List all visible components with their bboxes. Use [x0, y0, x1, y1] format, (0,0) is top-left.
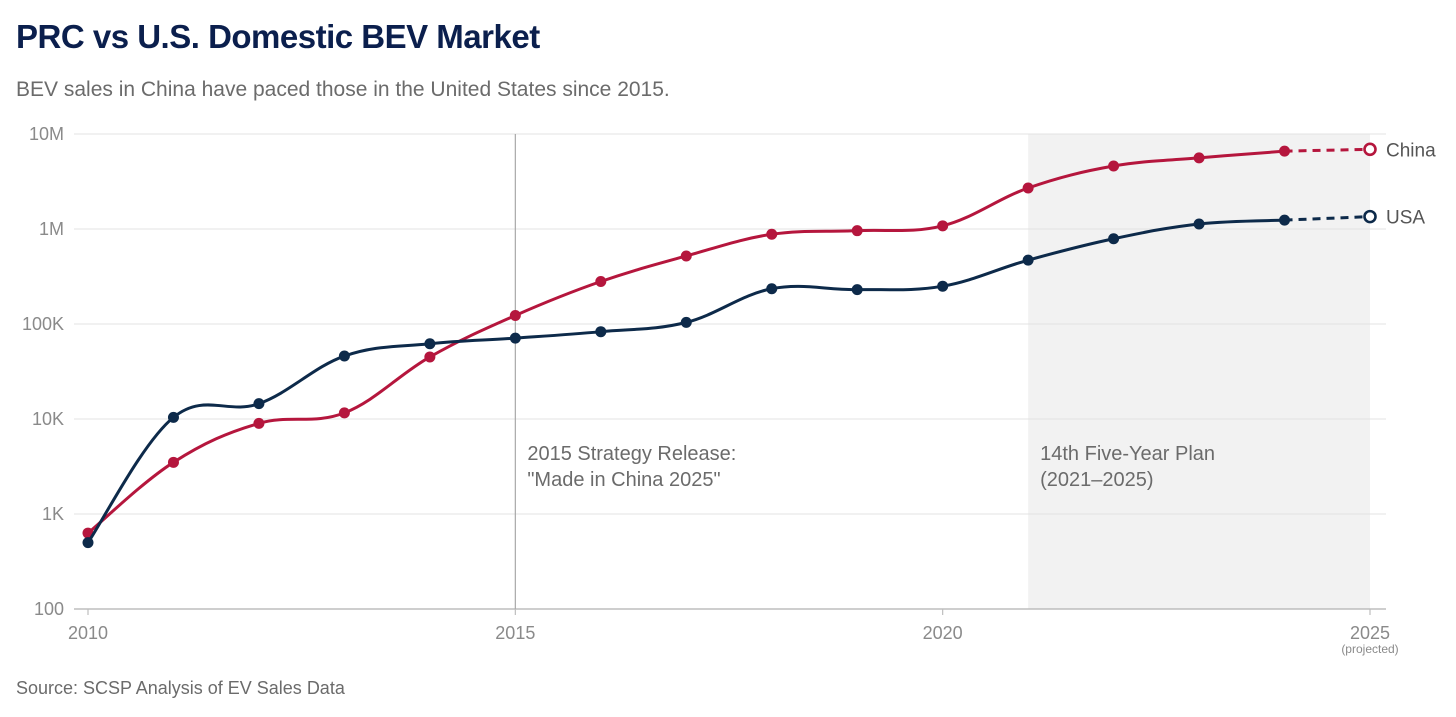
shade-layer: [1028, 134, 1370, 609]
china-data-point: [595, 276, 607, 288]
usa-projected-point: [1363, 209, 1377, 224]
usa-data-point: [424, 338, 436, 350]
usa-data-point: [595, 326, 607, 338]
usa-data-point: [167, 411, 179, 423]
usa-data-point: [82, 537, 94, 549]
china-data-point: [766, 228, 778, 240]
usa-data-point: [1279, 214, 1291, 226]
usa-data-point: [509, 332, 521, 344]
usa-projected-line: [1284, 215, 1371, 222]
china-data-point: [338, 407, 350, 419]
china-data-point: [424, 351, 436, 363]
china-projected-line: [1284, 147, 1371, 153]
source-note: Source: SCSP Analysis of EV Sales Data: [16, 678, 345, 698]
strategy-release-label-line: 2015 Strategy Release:: [527, 443, 736, 465]
grid-layer: [74, 133, 1386, 610]
china-data-point: [167, 456, 179, 468]
usa-data-point: [1108, 233, 1120, 245]
five-year-plan-label-line: (2021–2025): [1040, 469, 1153, 491]
china-series-label: China: [1386, 140, 1436, 161]
usa-series-label: USA: [1386, 208, 1425, 229]
y-tick-label: 10K: [32, 409, 64, 429]
x-tick-label: 2025: [1350, 623, 1390, 643]
five-year-plan-label: 14th Five-Year Plan (2021–2025): [1040, 443, 1215, 491]
china-data-point: [1022, 182, 1034, 194]
usa-data-point: [680, 316, 692, 328]
y-tick-label: 1K: [42, 504, 64, 524]
annotation-layer: 2015 Strategy Release: "Made in China 202…: [527, 443, 1215, 491]
five-year-plan-shade: [1028, 134, 1370, 609]
chart-title: PRC vs U.S. Domestic BEV Market: [16, 18, 540, 55]
china-data-point: [937, 220, 949, 232]
usa-data-point: [338, 350, 350, 362]
y-tick-label: 100K: [22, 314, 64, 334]
x-tick-sublabel: (projected): [1341, 642, 1398, 656]
china-data-point: [509, 309, 521, 321]
strategy-release-label-line: "Made in China 2025": [527, 469, 720, 491]
y-tick-label: 1M: [39, 219, 64, 239]
usa-data-point: [253, 398, 265, 410]
bev-line-chart: 100 1K 10K 100K 1M 10M 2010 2015 2020 2025(projec…: [22, 124, 1436, 656]
x-tick-label: 2015: [495, 623, 535, 643]
china-data-point: [1193, 152, 1205, 164]
series-layer: China USA: [82, 140, 1436, 549]
y-tick-label: 100: [34, 599, 64, 619]
chart-subtitle: BEV sales in China have paced those in t…: [16, 78, 670, 101]
x-tick-label: 2010: [68, 623, 108, 643]
y-tick-label: 10M: [29, 124, 64, 144]
x-tick-label: 2020: [923, 623, 963, 643]
usa-data-point: [766, 283, 778, 295]
china-data-point: [851, 225, 863, 237]
china-data-point: [253, 417, 265, 429]
china-projected-point: [1363, 142, 1377, 157]
usa-data-point: [937, 280, 949, 292]
strategy-release-label: 2015 Strategy Release: "Made in China 202…: [527, 443, 736, 491]
five-year-plan-label-line: 14th Five-Year Plan: [1040, 443, 1215, 465]
axis-layer: 100 1K 10K 100K 1M 10M 2010 2015 2020 2025(projec…: [22, 124, 1399, 656]
usa-data-point: [1022, 254, 1034, 266]
china-data-point: [1108, 160, 1120, 172]
usa-data-point: [1193, 218, 1205, 230]
china-data-point: [680, 250, 692, 262]
usa-data-point: [851, 284, 863, 296]
china-data-point: [1279, 145, 1291, 157]
